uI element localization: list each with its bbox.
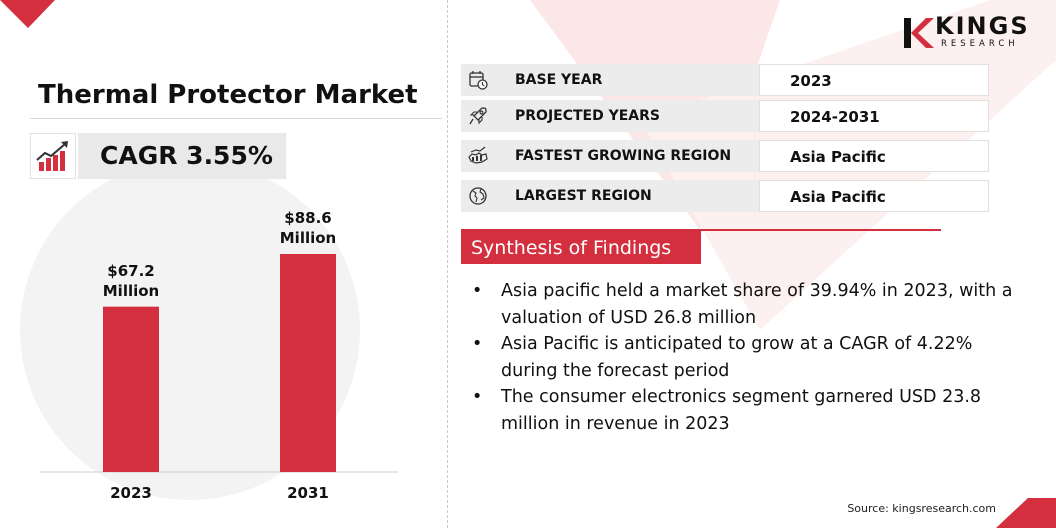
bar-data-label-2031: $88.6 Million [253,208,363,248]
market-size-bar-chart [40,254,398,473]
synthesis-heading: Synthesis of Findings [471,237,672,259]
title-rule [30,118,442,119]
cagr-box [78,133,286,179]
info-row-label-cell: LARGEST REGION [461,180,759,212]
map-growth-icon [468,146,488,164]
info-row-label-cell: PROJECTED YEARS [461,100,759,132]
bullet-dot-icon: • [472,387,483,408]
corner-accent-bottom-right [996,498,1056,528]
page-title: Thermal Protector Market [38,80,418,110]
rocket-icon [469,107,487,125]
source-note: Source: kingsresearch.com [847,502,996,515]
info-row-label: BASE YEAR [515,72,603,88]
brand-subtitle: RESEARCH [941,39,1019,49]
bullet-text: The consumer electronics segment garnere… [501,387,982,434]
info-row-value: 2024-2031 [790,108,880,126]
info-row-fastest-growing-region: FASTEST GROWING REGION Asia Pacific [461,140,989,172]
list-item: • The consumer electronics segment garne… [472,384,1032,437]
info-row-label-cell: BASE YEAR [461,64,759,96]
x-tick-2031: 2031 [287,484,329,502]
info-row-label: LARGEST REGION [515,188,652,204]
info-row-projected-years: PROJECTED YEARS 2024-2031 [461,100,989,132]
bar-2023 [103,306,159,472]
info-row-label: FASTEST GROWING REGION [515,148,732,164]
info-row-value: Asia Pacific [790,148,886,166]
globe-icon [469,187,487,205]
bar-data-label-2023: $67.2 Million [76,261,186,301]
info-row-base-year: BASE YEAR 2023 [461,64,989,96]
list-item: • Asia Pacific is anticipated to grow at… [472,331,1032,384]
brand-name: KINGS [935,12,1030,40]
synthesis-heading-box [461,231,701,264]
bullet-text: Asia pacific held a market share of 39.9… [501,281,1013,328]
vertical-divider [447,0,448,528]
bar-value-2031: $88.6 [284,209,332,227]
info-row-value-cell: Asia Pacific [759,140,989,172]
info-row-label-cell: FASTEST GROWING REGION [461,140,759,172]
kings-logo-icon [904,18,934,48]
list-item: • Asia pacific held a market share of 39… [472,278,1032,331]
bar-2031 [280,254,336,472]
synthesis-bullet-list: • Asia pacific held a market share of 39… [472,278,1032,438]
info-row-value-cell: 2023 [759,64,989,96]
bar-value-2023: $67.2 [107,261,155,280]
info-row-value-cell: 2024-2031 [759,100,989,132]
bullet-dot-icon: • [472,334,483,355]
info-row-value: Asia Pacific [790,188,886,206]
cagr-icon-box [30,133,76,179]
x-tick-2023: 2023 [110,484,152,502]
synthesis-rule [461,229,941,231]
calendar-clock-icon [469,71,488,90]
bullet-text: Asia Pacific is anticipated to grow at a… [501,334,973,381]
bar-unit-2031: Million [279,229,337,247]
cagr-value: CAGR 3.55% [100,141,273,170]
info-row-largest-region: LARGEST REGION Asia Pacific [461,180,989,212]
bar-unit-2023: Million [102,281,160,300]
info-row-value: 2023 [790,72,832,90]
bullet-dot-icon: • [472,281,483,301]
info-row-label: PROJECTED YEARS [515,108,660,124]
corner-accent-top-left [0,0,55,28]
info-row-value-cell: Asia Pacific [759,180,989,212]
growth-chart-icon [36,141,68,171]
